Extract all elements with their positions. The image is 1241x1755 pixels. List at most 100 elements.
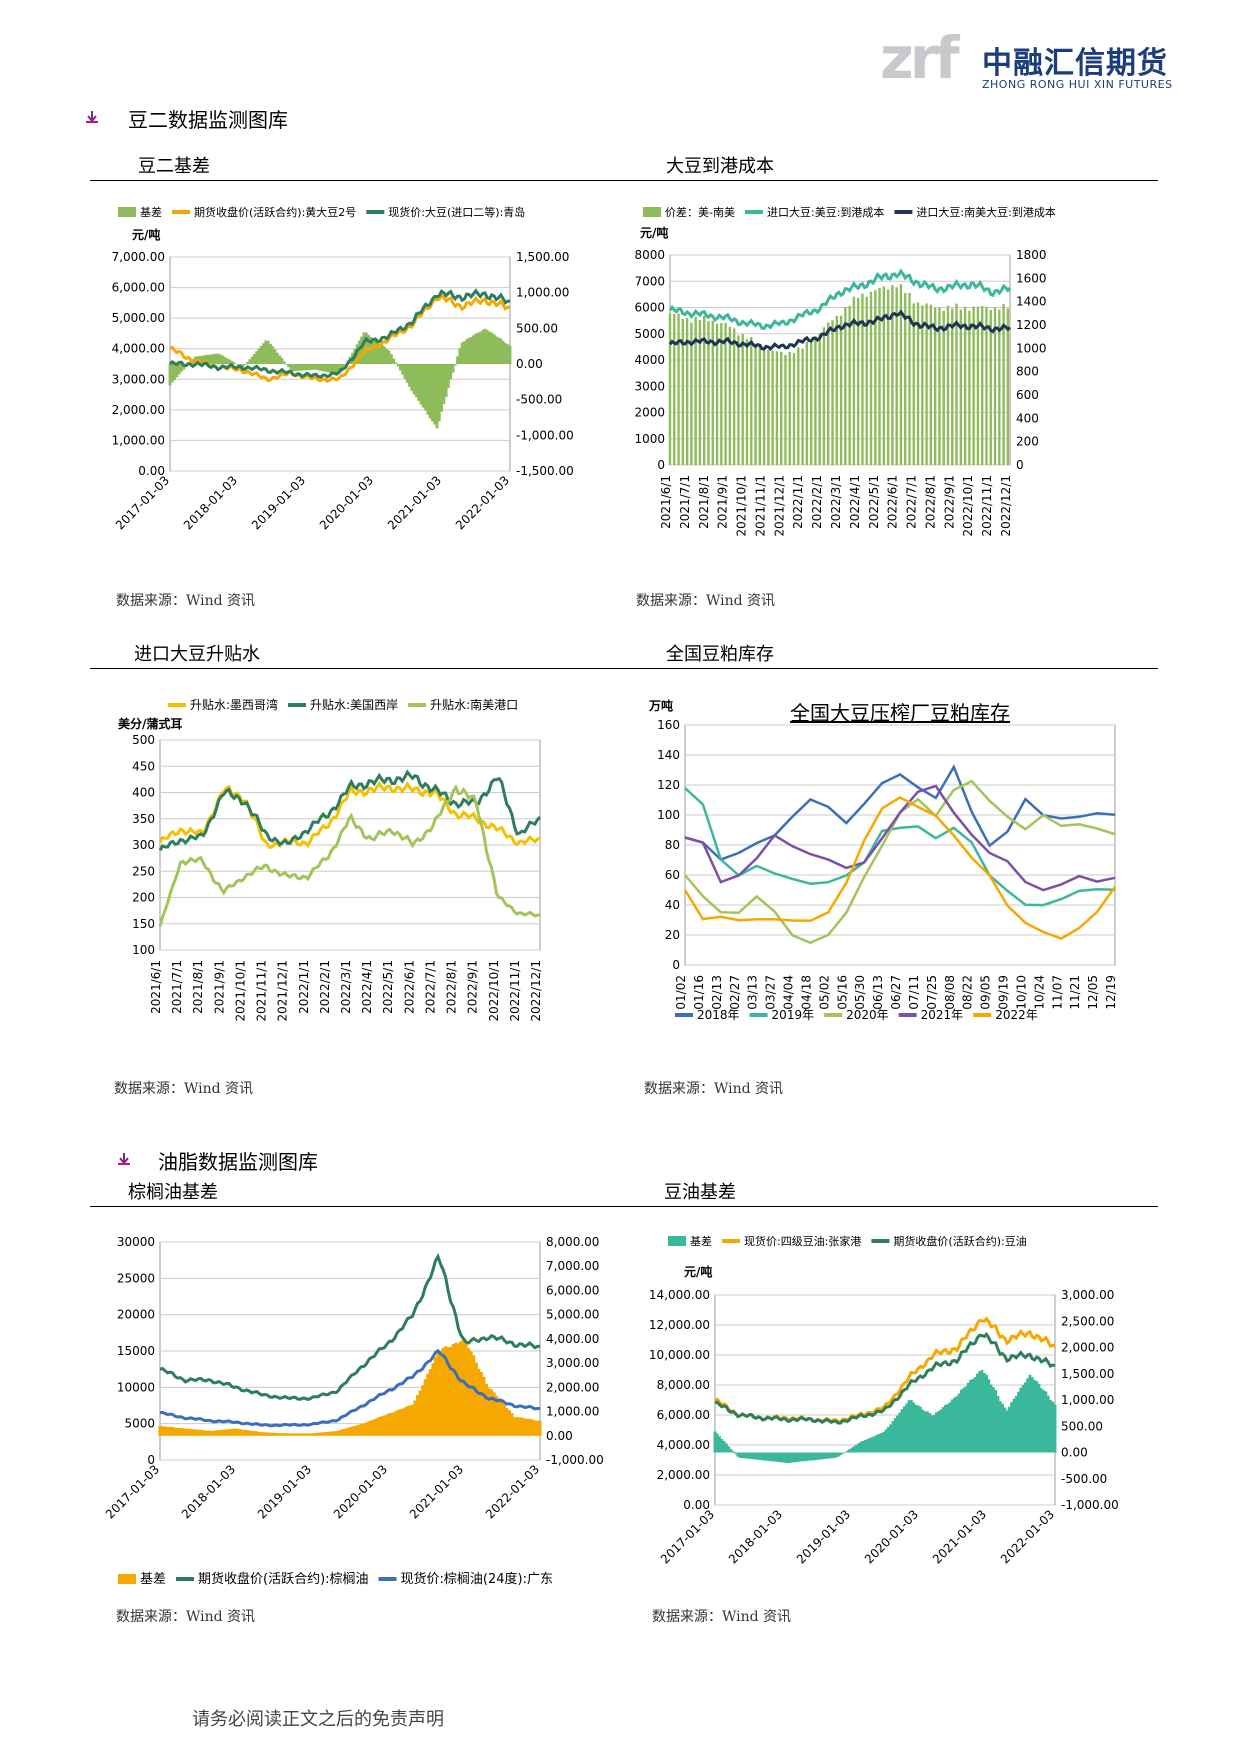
bullet-arrow-icon	[118, 1153, 130, 1165]
spread-bar	[976, 306, 980, 465]
x-tick-label: 02/13	[710, 975, 724, 1010]
x-tick-label: 2021/10/1	[735, 475, 749, 537]
x-tick-label: 2022/7/1	[905, 475, 919, 529]
x-tick-label: 2022-01-03	[483, 1462, 542, 1521]
x-tick-label: 2021/9/1	[212, 960, 226, 1014]
x-tick-label: 01/16	[692, 975, 706, 1010]
y2-tick-label: 0.00	[516, 357, 543, 371]
spread-bar	[822, 327, 826, 465]
spread-bar	[775, 351, 779, 465]
unit-label: 万吨	[648, 698, 673, 713]
y-tick-label: 150	[132, 917, 155, 931]
series-line-2	[159, 1253, 541, 1402]
y2-tick-label: 1,000.00	[516, 286, 569, 300]
spread-bar	[908, 292, 911, 465]
source-5: 数据来源：Wind 资讯	[116, 1609, 256, 1625]
x-tick-label: 2021/7/1	[678, 475, 692, 529]
y2-tick-label: 500.00	[516, 321, 558, 335]
x-tick-label: 2022/5/1	[867, 475, 881, 529]
y-tick-label: 60	[665, 868, 680, 882]
spread-bar	[805, 341, 809, 465]
section-title-oils: 油脂数据监测图库	[158, 1150, 318, 1174]
spread-bar	[856, 297, 860, 465]
x-tick-label: 2018-01-03	[726, 1507, 785, 1566]
x-tick-label: 2021/6/1	[659, 475, 673, 529]
spread-bar	[959, 309, 963, 465]
legend-swatch	[668, 1236, 686, 1246]
y-tick-label: 12,000.00	[649, 1318, 710, 1332]
y-tick-label: 140	[657, 748, 680, 762]
spread-bar	[886, 289, 890, 465]
spread-bar	[963, 306, 967, 465]
spread-bar	[690, 322, 693, 465]
spread-bar	[865, 296, 868, 465]
y2-tick-label: 3,000.00	[1061, 1288, 1114, 1302]
y-tick-label: 100	[657, 808, 680, 822]
y-tick-label: 0.00	[138, 464, 165, 478]
legend-label: 2020年	[846, 1008, 889, 1022]
y-tick-label: 7,000.00	[112, 250, 165, 264]
y2-tick-label: 1,500.00	[1061, 1367, 1114, 1381]
chart-title-3: 进口大豆升贴水	[134, 644, 260, 665]
x-tick-label: 2022/12/1	[529, 960, 543, 1022]
y-tick-label: 4000	[634, 353, 665, 367]
y-tick-label: 3,000.00	[112, 372, 165, 386]
x-tick-label: 2021/12/1	[772, 475, 786, 537]
x-tick-label: 04/18	[799, 975, 813, 1010]
spread-bar	[685, 318, 689, 465]
spread-bar	[694, 316, 697, 465]
x-tick-label: 2020-01-03	[317, 473, 376, 532]
y2-tick-label: 5,000.00	[546, 1308, 599, 1322]
y2-tick-label: 1000	[1016, 341, 1047, 355]
x-tick-label: 2022/3/1	[339, 960, 353, 1014]
y-tick-label: 0.00	[683, 1498, 710, 1512]
plot-area	[714, 1294, 1056, 1506]
y-tick-label: 20	[665, 928, 680, 942]
y2-tick-label: 1,500.00	[516, 250, 569, 264]
spread-bar	[972, 306, 975, 465]
legend-label: 基差	[690, 1234, 712, 1248]
spread-bar	[711, 320, 714, 465]
y2-tick-label: -500.00	[1061, 1472, 1107, 1486]
y-tick-label: 25000	[117, 1271, 155, 1285]
spread-bar	[925, 303, 928, 465]
y2-tick-label: 0.00	[546, 1429, 573, 1443]
spread-bar	[998, 309, 1001, 465]
x-tick-label: 2021/8/1	[697, 475, 711, 529]
x-tick-label: 2021/6/1	[149, 960, 163, 1014]
y-tick-label: 5000	[124, 1417, 155, 1431]
spread-bar	[792, 353, 796, 465]
x-tick-label: 09/05	[979, 975, 993, 1010]
unit-label: 元/吨	[132, 227, 160, 242]
y-tick-label: 10,000.00	[649, 1348, 710, 1362]
legend-label: 2022年	[995, 1008, 1038, 1022]
x-tick-label: 2022/10/1	[961, 475, 975, 537]
x-tick-label: 2021/12/1	[276, 960, 290, 1022]
x-tick-label: 2022/1/1	[297, 960, 311, 1014]
y2-tick-label: -1,000.00	[546, 1453, 604, 1467]
legend-swatch	[118, 207, 136, 217]
x-tick-label: 2022/8/1	[445, 960, 459, 1014]
x-tick-label: 2017-01-03	[113, 473, 172, 532]
x-tick-label: 2022/7/1	[423, 960, 437, 1014]
x-tick-label: 2021/11/1	[753, 475, 767, 537]
chart-soybean-basis: 0.00 1,000.00 2,000.00 3,000.00 4,000.00 5,00…	[112, 205, 574, 532]
x-tick-label: 05/30	[853, 975, 867, 1010]
x-tick-label: 09/19	[997, 975, 1011, 1010]
spread-bar	[809, 341, 813, 465]
x-tick-label: 2020-01-03	[862, 1507, 921, 1566]
chart-soybean-oil-basis: 0.00 2,000.00 4,000.00 6,000.00 8,000.00 10,0…	[649, 1234, 1119, 1566]
y-tick-label: 200	[132, 891, 155, 905]
series-line-3	[714, 1331, 1056, 1425]
x-tick-label: 07/11	[907, 975, 921, 1010]
y2-tick-label: 2,000.00	[546, 1380, 599, 1394]
x-tick-label: 2022/12/1	[999, 475, 1013, 537]
spread-bar	[814, 336, 817, 465]
y-tick-label: 120	[657, 778, 680, 792]
y2-tick-label: 1200	[1016, 318, 1047, 332]
y-tick-label: 6,000.00	[657, 1408, 710, 1422]
spread-bar	[668, 313, 672, 465]
x-tick-label: 2021/9/1	[716, 475, 730, 529]
divider-row-2	[90, 668, 1158, 669]
spread-bar	[741, 333, 744, 465]
